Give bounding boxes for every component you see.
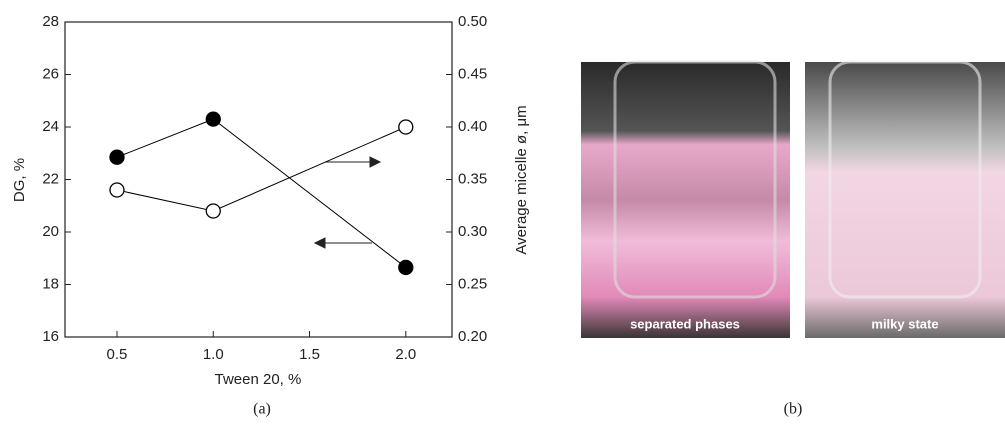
y-tick-label: 22 — [42, 170, 59, 187]
photo-caption: milky state — [871, 316, 938, 331]
x-tick-label: 1.0 — [203, 346, 224, 363]
marker — [399, 120, 413, 134]
y2-tick-label: 0.40 — [458, 118, 487, 135]
y-tick-label: 18 — [42, 275, 59, 292]
y2-tick-label: 0.30 — [458, 223, 487, 240]
marker — [399, 260, 413, 274]
plot-frame — [65, 22, 452, 337]
x-tick-label: 0.5 — [107, 346, 128, 363]
y-axis-label: DG, % — [11, 158, 28, 202]
x-tick-label: 2.0 — [395, 346, 416, 363]
x-tick-label: 1.5 — [299, 346, 320, 363]
y2-tick-label: 0.25 — [458, 275, 487, 292]
marker — [110, 183, 124, 197]
panel-label: (a) — [253, 401, 271, 418]
panel-label: (b) — [784, 401, 803, 418]
y-tick-label: 20 — [42, 223, 59, 240]
annotation-arrows — [315, 157, 380, 248]
marker — [206, 112, 220, 126]
y2-tick-label: 0.35 — [458, 170, 487, 187]
y2-axis-label: Average micelle ø, μm — [513, 105, 530, 254]
photo-caption: separated phases — [630, 316, 740, 331]
series-line — [117, 119, 406, 267]
marker — [206, 204, 220, 218]
x-axis-label: Tween 20, % — [215, 371, 302, 388]
y2-tick-label: 0.50 — [458, 13, 487, 30]
page: DG, % Average micelle ø, μm Tween 20, % … — [0, 0, 1005, 427]
y2-tick-label: 0.45 — [458, 65, 487, 82]
y-tick-label: 24 — [42, 118, 59, 135]
y-tick-label: 16 — [42, 328, 59, 345]
figure: DG, % Average micelle ø, μm Tween 20, % … — [0, 0, 1005, 422]
y-tick-label: 28 — [42, 13, 59, 30]
y2-tick-label: 0.20 — [458, 328, 487, 345]
y-tick-label: 26 — [42, 65, 59, 82]
marker — [110, 150, 124, 164]
